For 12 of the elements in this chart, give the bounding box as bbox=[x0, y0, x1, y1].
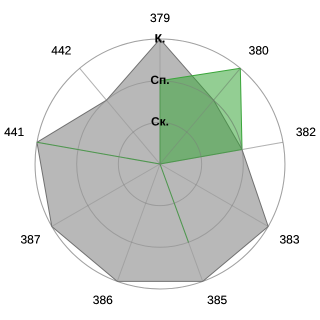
spoke-label: 383 bbox=[279, 232, 300, 246]
spoke-label: 379 bbox=[150, 11, 170, 26]
spoke-label: 382 bbox=[296, 125, 316, 140]
spoke-label: 385 bbox=[207, 293, 228, 308]
spoke-label: 441 bbox=[4, 125, 24, 140]
y-tick-label: Сп. bbox=[150, 73, 170, 88]
spoke-label: 442 bbox=[51, 43, 72, 58]
spoke-label: 387 bbox=[20, 232, 41, 246]
y-tick-label: Ск. bbox=[150, 114, 170, 129]
spoke-label: 380 bbox=[248, 43, 270, 58]
spoke-label: 386 bbox=[92, 293, 114, 308]
y-tick-label: К. bbox=[154, 31, 166, 46]
